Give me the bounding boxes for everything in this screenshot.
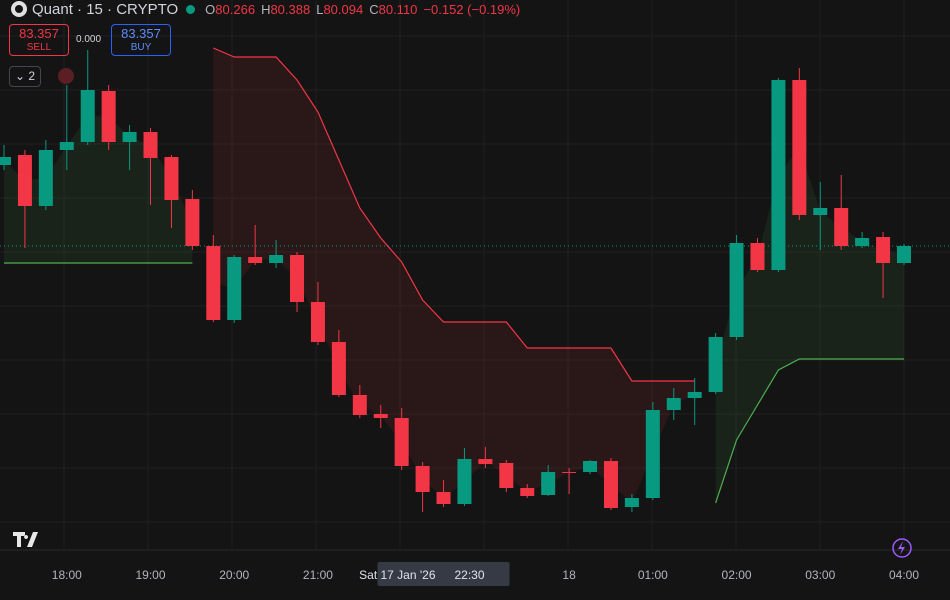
candle-body [771,80,786,270]
candle-body [708,337,723,392]
candle-body [666,398,681,410]
candle-body [394,418,409,466]
crosshair-label: Sat 17 Jan '26 22:30 [359,562,510,586]
candle-body [541,472,556,495]
x-tick-label: 03:00 [805,568,835,582]
crosshair-date: Sat 17 Jan '26 [359,568,436,582]
candle-body [185,199,200,246]
sell-button[interactable]: 83.357 SELL [9,24,69,56]
alert-icon[interactable] [58,68,74,84]
x-tick-label: 18 [562,568,576,582]
legend-header: Quant · 15 · CRYPTO O 80.266 H 80.388 L 80.… [10,0,526,18]
candle-body [0,157,11,165]
open-value: 80.266 [215,1,256,17]
tv-logo [13,532,38,547]
buy-label: BUY [130,42,152,53]
candle-body [687,392,702,398]
trend-fill [4,116,193,263]
x-tick-label: 20:00 [219,568,249,582]
candle-body [248,257,263,263]
buy-price: 83.357 [121,26,161,41]
candle-body [499,463,514,488]
candle-body [80,90,95,142]
indicators-count: 2 [28,69,36,83]
candle-body [729,243,744,337]
x-tick-label: 21:00 [303,568,333,582]
candle-body [143,132,158,158]
candle-body [59,142,74,150]
candle-body [227,257,242,320]
close-value: 80.110 [378,1,418,17]
trend-line [4,262,904,504]
candle-body [478,459,493,464]
candle-body [101,91,116,142]
x-tick-label: 18:00 [52,568,82,582]
candle-body [38,150,53,206]
x-tick-label: 04:00 [889,568,919,582]
spread: 0.000 [76,34,102,45]
buy-button[interactable]: 83.357 BUY [111,24,171,56]
candle-body [792,80,807,215]
candle-body [310,302,325,342]
candle-body [331,342,346,395]
candle-body [896,246,911,263]
x-tick-label: 02:00 [722,568,752,582]
candle-body [562,472,577,473]
candle-body [813,208,828,215]
candle-body [17,155,32,206]
status-dot [186,4,196,14]
indicators-toggle[interactable]: ⌄ 2 [9,66,41,87]
candle-body [436,492,451,504]
candle-body [164,157,179,200]
change-value: −0.152 (−0.19%) [423,1,521,17]
symbol-name[interactable]: Quant · 15 · CRYPTO [32,0,179,18]
crosshair-box [377,562,510,586]
candle-body [122,132,137,142]
candle-body [603,461,618,508]
candle-body [290,255,305,302]
candle-body [352,395,367,415]
x-tick-label: 19:00 [135,568,165,582]
candle-body [645,410,660,498]
candle-body [269,255,284,263]
candle-body [415,466,430,492]
x-tick-label: 01:00 [638,568,668,582]
x-tick-label: 22:30 [455,568,485,582]
high-value: 80.388 [270,1,311,17]
trend-line [213,47,695,382]
low-label: L [316,1,324,17]
candle-body [624,498,639,507]
candle-body [834,208,849,246]
open-label: O [205,1,216,17]
low-value: 80.094 [323,1,364,17]
candle-body [750,243,765,270]
sell-price: 83.357 [19,26,59,41]
trend-fill [715,147,904,503]
candle-body [876,237,891,263]
candle-body [855,238,870,246]
sell-label: SELL [26,42,52,53]
candle-body [583,461,598,472]
symbol-logo [11,1,27,17]
high-label: H [261,1,271,17]
candle-body [373,414,388,418]
candle-body [457,459,472,504]
bolt-icon[interactable] [887,536,913,562]
candle-body [520,488,535,496]
candle-body [206,246,221,320]
close-label: C [369,1,379,17]
trend-fill [213,48,695,503]
